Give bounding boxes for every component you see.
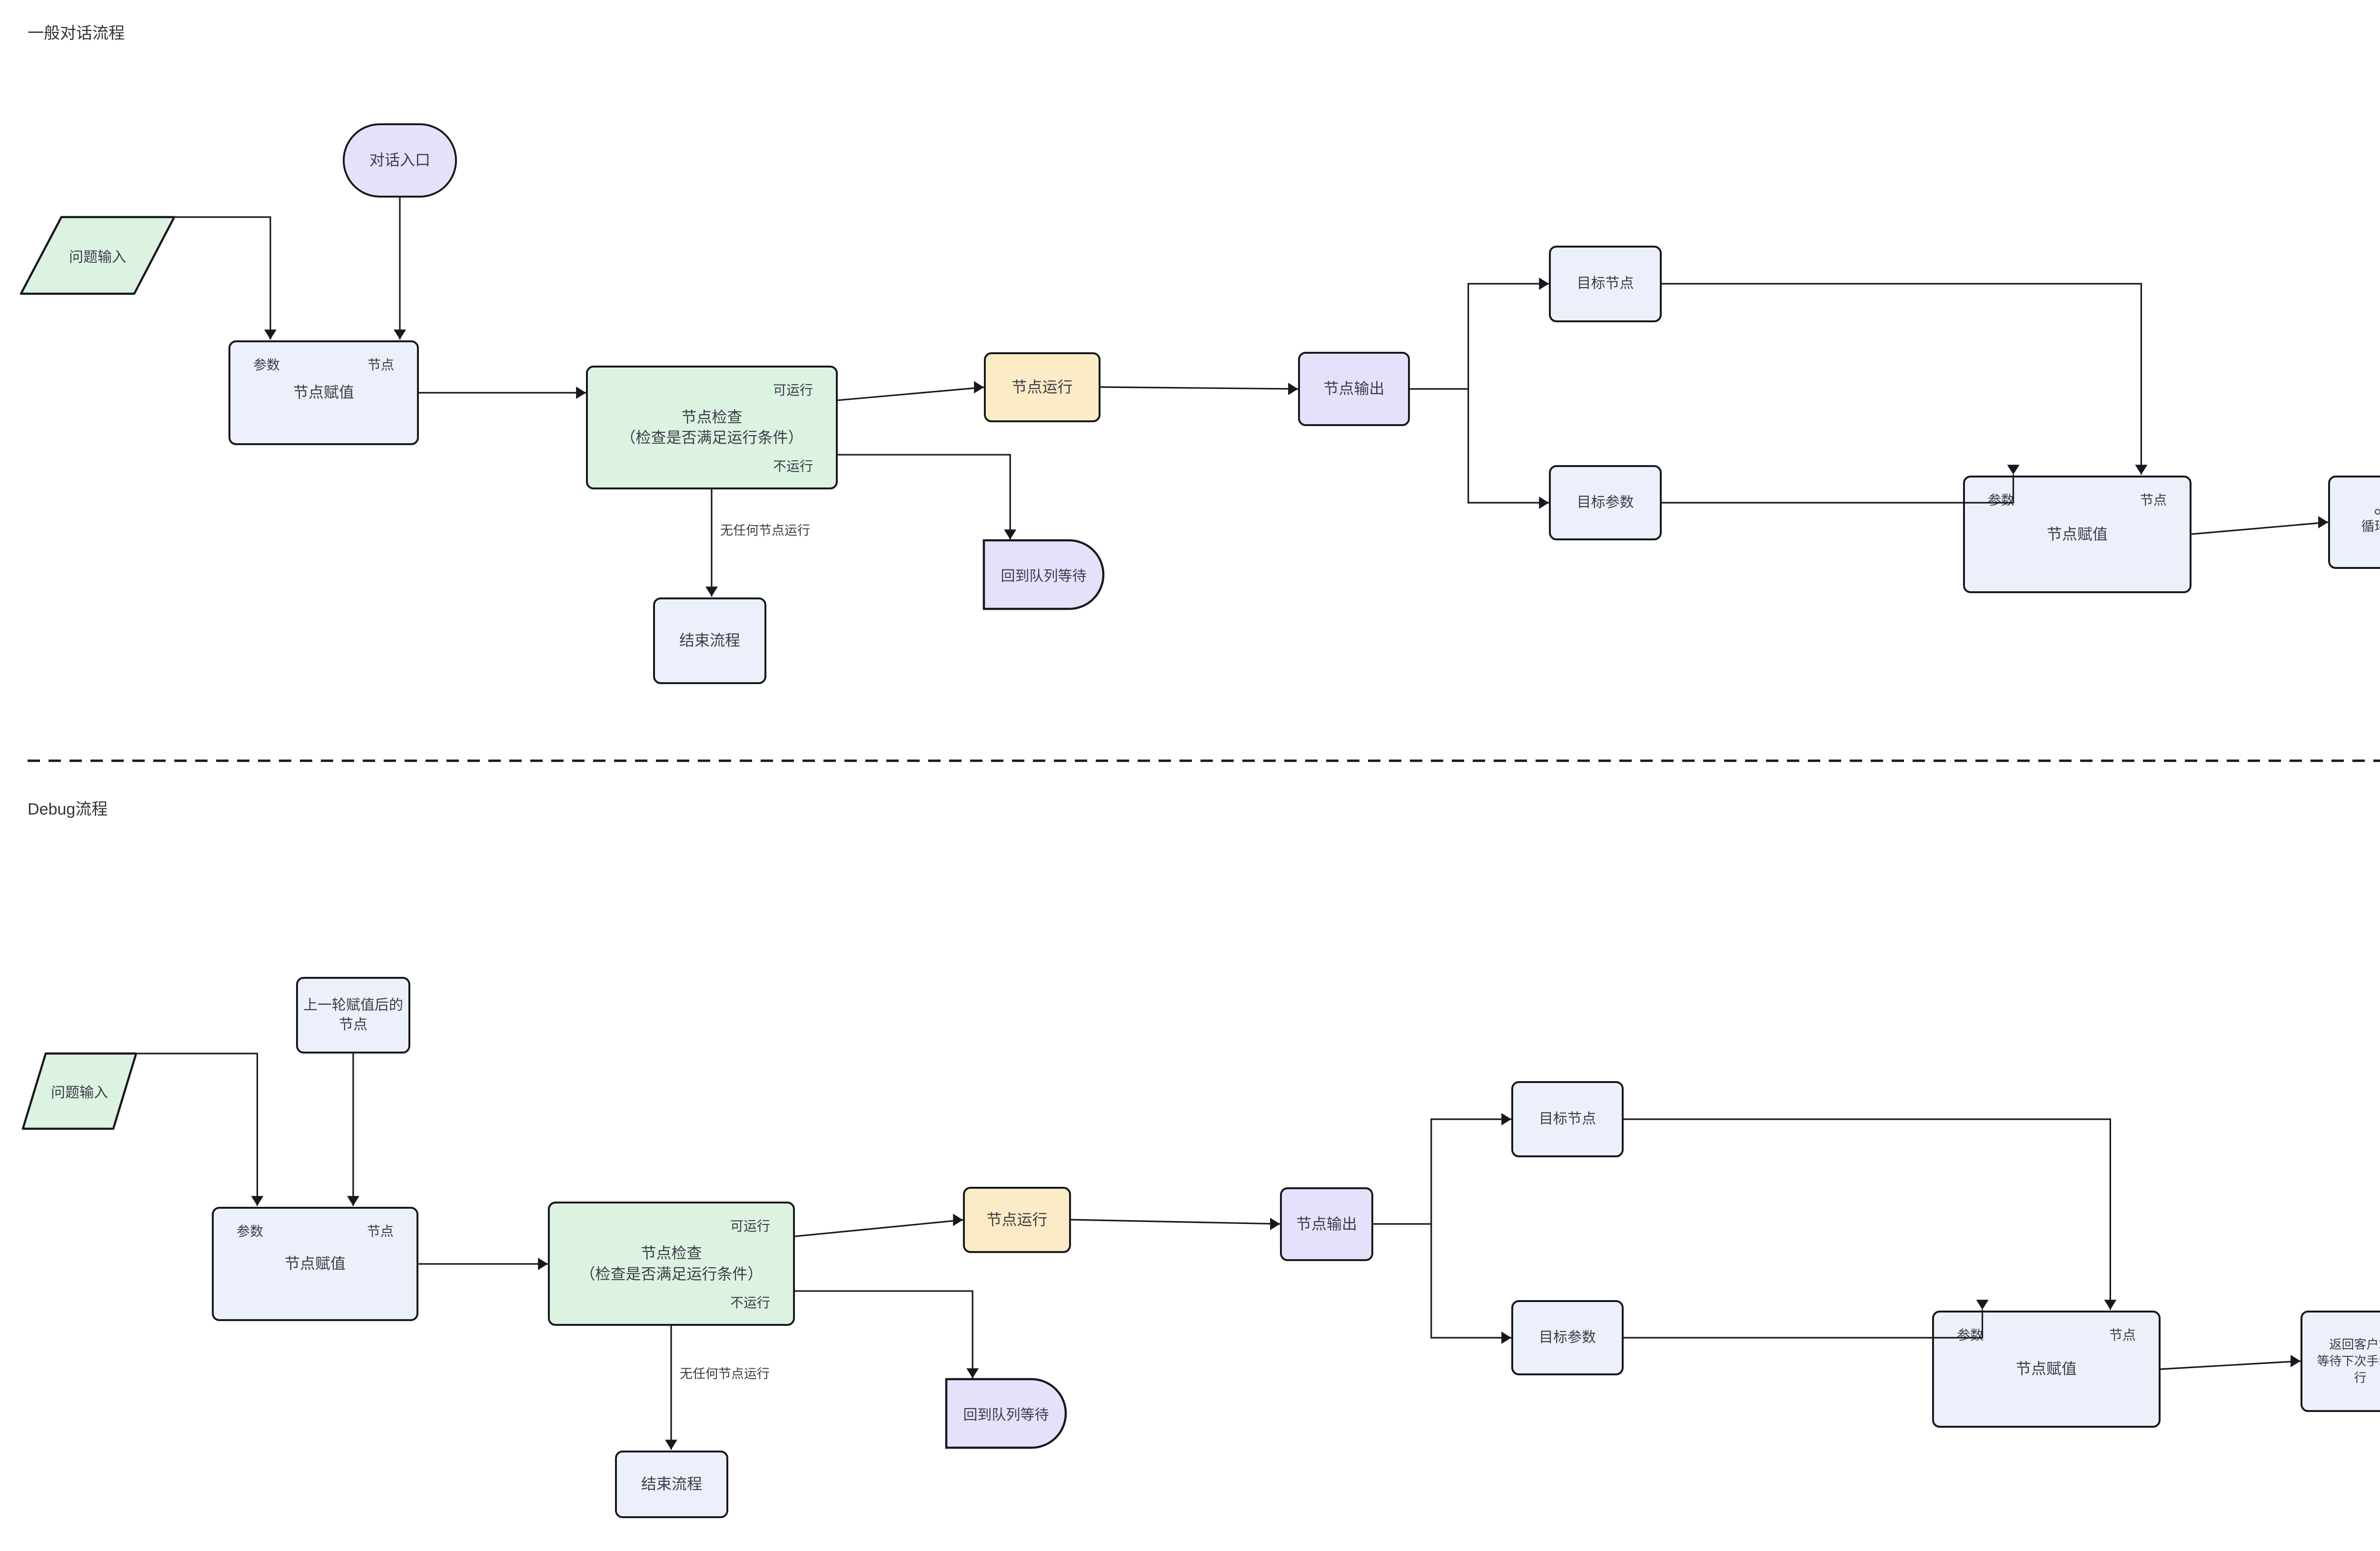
svg-text:无任何节点运行: 无任何节点运行 [720,523,810,537]
svg-text:无任何节点运行: 无任何节点运行 [680,1367,770,1381]
